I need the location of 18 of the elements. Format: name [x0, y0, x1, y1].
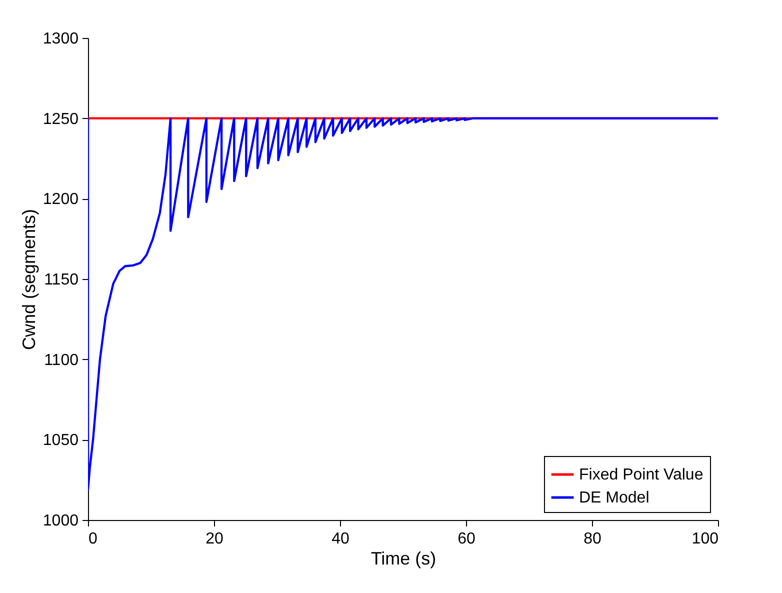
x-axis-title: Time (s) [370, 548, 436, 568]
y-axis-title: Cwnd (segments) [18, 208, 39, 350]
y-tick-label: 1200 [42, 191, 79, 208]
y-tick-label: 1300 [42, 30, 79, 48]
line-series [88, 117, 718, 491]
x-tick-label: 60 [458, 530, 476, 548]
x-tick-label: 100 [692, 530, 719, 548]
y-tick-label: 1100 [44, 352, 79, 369]
x-tick-label: 0 [88, 530, 98, 548]
legend-label: DE Model [579, 490, 650, 506]
y-tick-label: 1150 [44, 272, 79, 288]
y-tick-label: 1050 [42, 432, 79, 450]
x-tick-label: 40 [332, 530, 350, 548]
x-tick-label: 80 [584, 530, 602, 548]
y-tick-label: 1250 [42, 110, 79, 128]
y-tick-label: 1000 [42, 512, 79, 530]
legend-label: Fixed Point Value [579, 466, 704, 484]
x-tick-label: 20 [206, 530, 224, 548]
